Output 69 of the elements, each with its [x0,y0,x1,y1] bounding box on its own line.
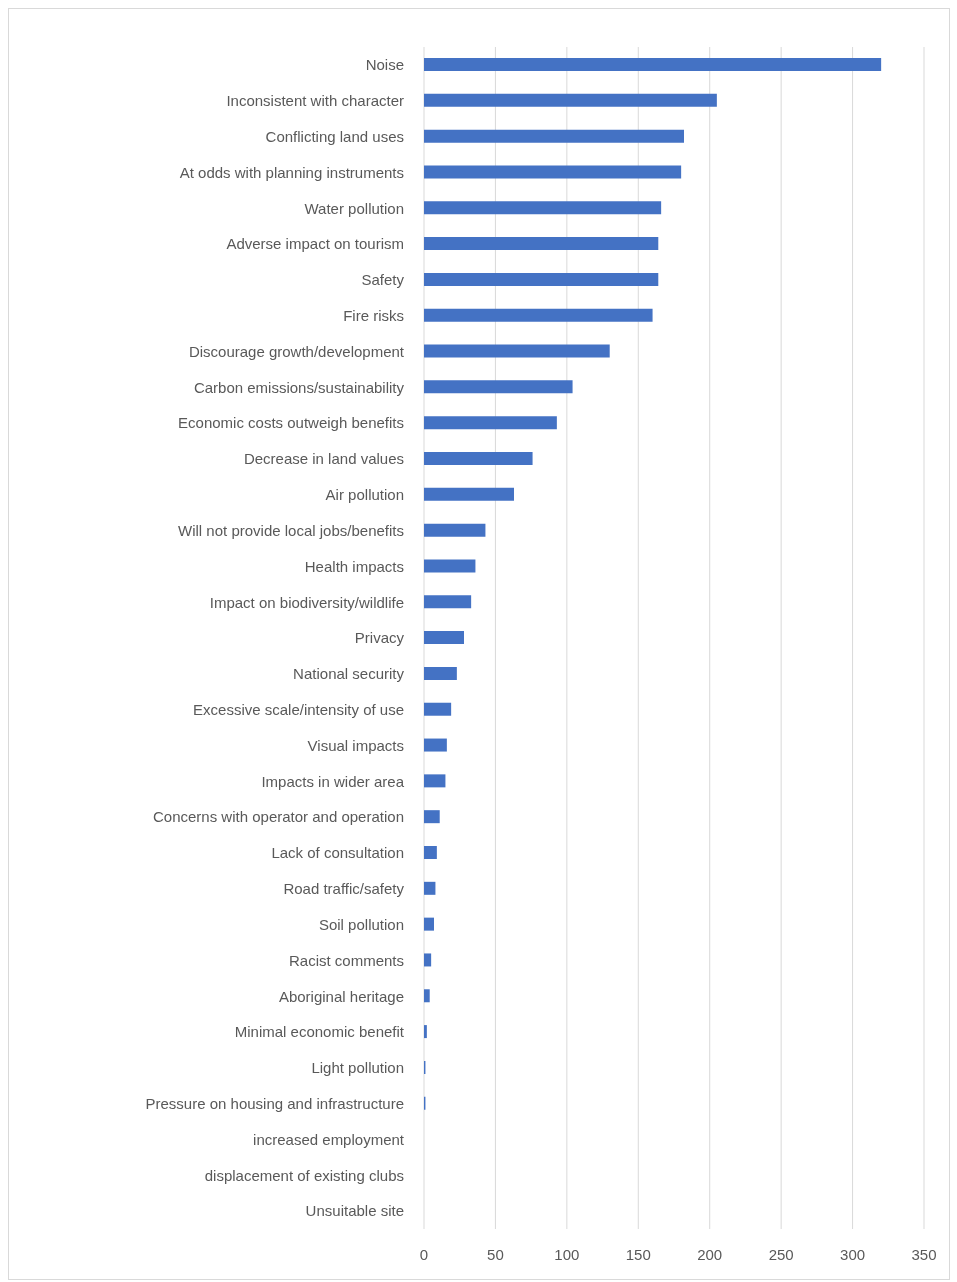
y-tick-label: Soil pollution [318,915,404,933]
y-tick-label: Conflicting land uses [265,127,404,145]
y-tick-label: Privacy [354,629,405,647]
y-tick-label: Adverse impact on tourism [226,235,404,253]
y-tick-label: Air pollution [325,486,404,504]
y-tick-label: Fire risks [343,306,404,324]
y-tick-label: Noise [365,56,404,74]
y-tick-label: Decrease in land values [243,450,404,468]
bar [424,666,457,680]
y-tick-label: Impacts in wider area [261,772,405,790]
bar [424,631,464,645]
bar [424,810,440,824]
bar [424,452,533,465]
y-tick-label: Health impacts [304,557,404,575]
y-tick-label: Lack of consultation [271,844,404,862]
bar [424,487,514,501]
y-tick-label: Light pollution [311,1059,404,1077]
y-tick-label: increased employment [253,1130,405,1148]
y-tick-label: Water pollution [304,199,404,217]
y-tick-label: At odds with planning instruments [179,163,404,181]
bar [424,1025,427,1039]
bar [424,846,437,859]
y-tick-label: National security [293,665,405,683]
bar [424,917,434,931]
y-tick-label: Unsuitable site [305,1202,404,1220]
bar [424,93,717,107]
x-tick-label: 300 [840,1245,866,1263]
bar [424,523,486,537]
y-tick-label: Carbon emissions/sustainability [193,378,405,396]
y-tick-label: Concerns with operator and operation [153,808,404,826]
y-tick-label: Minimal economic benefit [234,1023,405,1041]
bar [424,702,452,716]
x-tick-label: 150 [625,1245,651,1263]
x-tick-label: 250 [768,1245,794,1263]
bar [424,953,432,967]
bar [424,58,882,71]
bar [424,380,573,394]
bar [424,989,430,1003]
y-tick-label: Safety [361,271,405,289]
y-tick-label: Aboriginal heritage [278,987,404,1005]
bar [424,595,472,609]
y-tick-label: Will not provide local jobs/benefits [178,521,404,539]
y-tick-label: Economic costs outweigh benefits [178,414,404,432]
bar [424,344,610,358]
x-tick-label: 350 [911,1245,937,1263]
y-tick-label: Inconsistent with character [226,92,404,110]
bar [424,774,446,788]
y-tick-label: Visual impacts [307,736,404,754]
x-tick-label: 50 [487,1245,504,1263]
bar [424,559,476,573]
bar [424,129,684,143]
y-tick-label: Road traffic/safety [283,880,405,898]
x-tick-label: 200 [697,1245,723,1263]
y-tick-label: Pressure on housing and infrastructure [145,1094,404,1112]
bar [424,738,447,752]
y-tick-label: Impact on biodiversity/wildlife [209,593,404,611]
bar [424,308,653,322]
bar [424,416,557,430]
bar [424,165,682,179]
bar [424,881,436,895]
y-tick-label: Discourage growth/development [188,342,405,360]
y-tick-label: displacement of existing clubs [204,1166,404,1184]
bar [424,237,659,251]
y-tick-label: Excessive scale/intensity of use [193,700,404,718]
y-tick-label: Racist comments [288,951,404,969]
bar [424,201,662,215]
x-tick-label: 100 [554,1245,580,1263]
x-tick-label: 0 [419,1245,429,1263]
bar [424,272,659,286]
